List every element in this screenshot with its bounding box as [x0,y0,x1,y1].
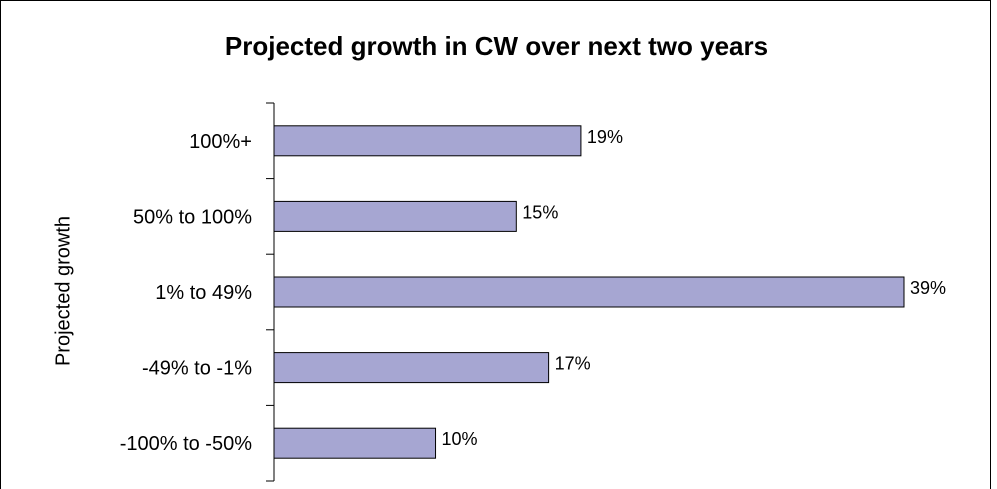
bar [273,276,905,308]
bar [273,427,437,459]
data-label: 17% [555,354,591,374]
data-label: 15% [522,202,558,222]
category-label: 100%+ [189,131,252,153]
data-label: 10% [442,429,478,449]
bar [273,352,550,384]
category-label: -100% to -50% [120,433,253,455]
chart-title: Projected growth in CW over next two yea… [224,31,769,61]
bar [273,125,582,157]
data-label: 19% [587,127,623,147]
data-label: 39% [910,278,946,298]
category-label: 50% to 100% [133,206,252,228]
bar [273,200,517,232]
category-label: 1% to 49% [155,282,252,304]
category-label: -49% to -1% [142,358,252,380]
